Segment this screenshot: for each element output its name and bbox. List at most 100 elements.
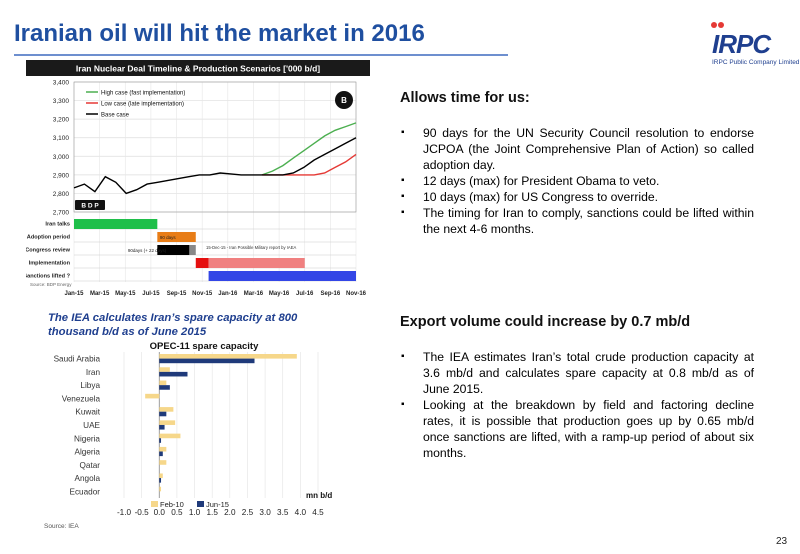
chart2-category-label: Ecuador [70,487,101,496]
chart2-category-label: Kuwait [75,408,100,417]
chart2-category-label: Nigeria [74,434,100,443]
chart2-bar-feb-10 [159,460,167,465]
chart2-bar-jun-15 [159,371,188,377]
chart1-y-tick-label: 3,000 [53,154,70,161]
chart2-source: Source: IEA [44,523,79,530]
timeline-row-label: Iran talks [45,222,70,228]
chart1-brand-icon [335,91,353,109]
chart1-legend-label: Base case [101,112,130,118]
chart1-badge-box [75,200,105,210]
bullet-item: 10 days (max) for US Congress to overrid… [400,189,754,205]
chart1-badge-text: B D P [81,203,99,210]
chart1-y-tick-label: 2,900 [53,172,70,179]
chart2-bar-jun-15 [159,438,162,443]
chart1-x-tick-label: Sep-16 [321,291,341,297]
chart1-x-tick-label: May-15 [115,291,136,297]
chart1-plot-frame [73,81,357,213]
chart1-series-line-base [73,137,357,195]
timeline-bar [208,271,356,281]
chart2-bar-jun-15 [159,411,167,417]
chart2-unit-label: mn b/d [306,491,332,500]
chart2-x-tick-label: 4.0 [295,508,307,517]
chart1-title-bar [26,60,370,76]
chart2-bar-feb-10 [159,354,297,359]
chart1-y-tick-label: 3,100 [53,135,70,142]
chart1-y-tick-label: 2,800 [53,191,70,198]
chart1-x-tick-label: Nov-16 [346,291,367,297]
chart2-x-tick-label: 2.5 [242,508,254,517]
chart2-bar-feb-10 [145,393,160,399]
chart2-legend-label: Jun-15 [206,500,229,509]
chart1-y-tick-label: 3,300 [53,98,70,105]
chart2-legend-swatch [151,501,158,507]
timeline-source: Source: BDP Energy [30,282,72,287]
chart2-legend-label: Feb-10 [160,500,184,509]
timeline-annotation: 90days (+ 22 days) [128,248,167,253]
chart1-x-tick-label: Jul-15 [142,291,160,297]
chart2-category-label: Venezuela [62,394,101,403]
timeline-bar [157,232,196,242]
section1-bullets: 90 days for the UN Security Council reso… [400,125,754,237]
chart2-x-tick-label: 2.0 [224,508,236,517]
chart2-x-tick-label: 0.0 [154,508,166,517]
chart2-category-label: Iran [86,368,101,377]
page-number: 23 [776,536,788,547]
chart2-bar-feb-10 [159,486,162,492]
chart1-legend-label: Low case (late implementation) [101,101,184,107]
timeline-row-label: Implementation [29,261,71,267]
timeline-row-label: Sanctions lifted ? [26,274,71,280]
chart2-x-tick-label: -0.5 [135,508,150,517]
page-title: Iranian oil will hit the market in 2016 [14,20,425,47]
chart2-x-tick-label: 3.0 [259,508,271,517]
nuclear-deal-chart: Iran Nuclear Deal Timeline & Production … [26,60,370,297]
chart1-title: Iran Nuclear Deal Timeline & Production … [76,64,320,74]
chart2-bar-jun-15 [159,358,255,364]
chart2-category-label: Libya [80,381,100,390]
chart2-bar-feb-10 [159,433,181,439]
chart1-x-tick-label: Nov-15 [192,291,213,297]
chart2-bar-feb-10 [159,473,163,479]
chart2-bar-jun-15 [159,424,165,430]
chart1-x-tick-label: Sep-15 [167,291,187,297]
chart2-bar-jun-15 [159,451,163,457]
chart2-bar-feb-10 [159,367,170,372]
timeline-row-label: Congress review [26,248,71,254]
chart2-legend-swatch [197,501,204,507]
chart1-y-tick-label: 2,700 [53,210,70,217]
logo-dots-icon [711,22,724,28]
chart1-series-line-high [261,122,357,176]
chart1-x-tick-label: Mar-16 [244,291,264,297]
section2-heading: Export volume could increase by 0.7 mb/d [400,314,691,330]
chart2-bar-feb-10 [159,446,167,452]
chart1-series-line-low [262,153,357,176]
chart1-x-tick-label: Jul-16 [296,291,314,297]
chart1-y-tick-label: 3,400 [53,80,70,87]
bullet-item: 90 days for the UN Security Council reso… [400,125,754,173]
timeline-bar [74,219,158,229]
chart2-x-tick-label: 1.5 [206,508,218,517]
chart2-category-label: Algeria [75,448,101,457]
logo-wordmark: IRPC [712,29,771,59]
chart1-x-tick-label: Jan-16 [218,291,238,297]
chart1-brand-icon-glyph: B [341,96,347,105]
section1-heading: Allows time for us: [400,90,530,106]
opec-spare-capacity-chart: OPEC-11 spare capacity Saudi Arabia Iran L… [54,341,333,517]
chart1-x-tick-label: May-16 [269,291,290,297]
chart2-category-label: UAE [83,421,100,430]
bullet-item: The timing for Iran to comply, sanctions… [400,205,754,237]
chart2-bar-feb-10 [159,407,174,412]
chart1-y-tick-label: 3,200 [53,117,70,124]
chart2-category-label: Angola [75,474,101,483]
chart1-x-tick-label: Jan-15 [64,291,84,297]
logo-subtitle: IRPC Public Company Limited [712,59,800,66]
timeline-annotation: 90 days [160,235,177,240]
chart2-category-label: Saudi Arabia [54,355,101,364]
chart2-x-tick-label: 4.5 [312,508,324,517]
bullet-item: Looking at the breakdown by field and fa… [400,397,754,461]
timeline-bar [195,258,209,268]
chart2-x-tick-label: -1.0 [117,508,132,517]
section2-bullets: The IEA estimates Iran’s total crude pro… [400,349,754,461]
timeline-bar [189,245,196,255]
chart2-x-tick-label: 1.0 [189,508,201,517]
chart2-category-label: Qatar [80,461,101,470]
